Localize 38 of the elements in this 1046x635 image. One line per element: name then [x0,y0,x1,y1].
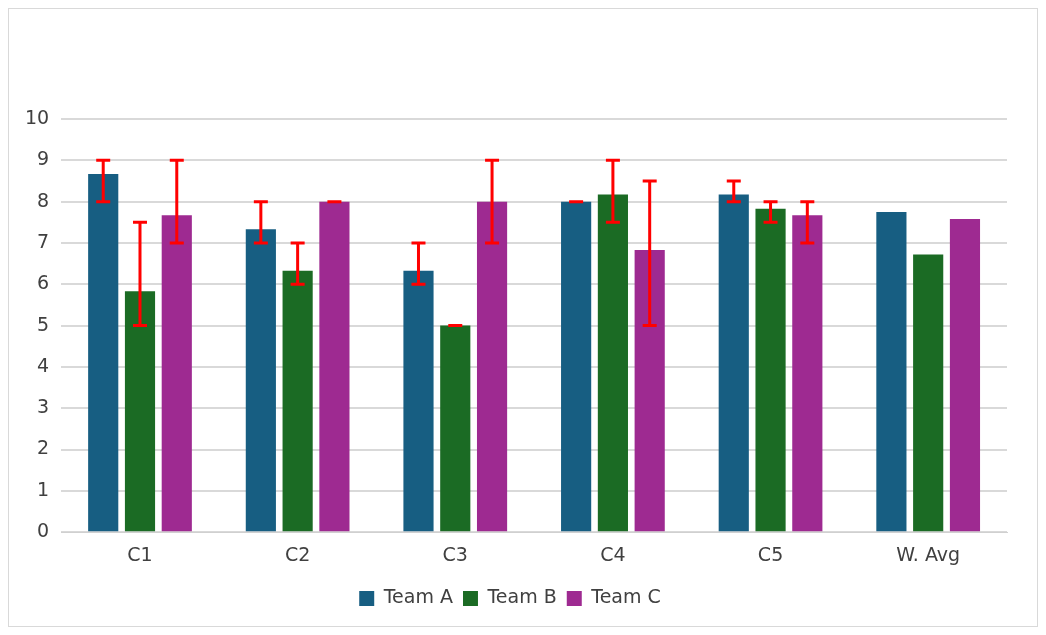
bar [245,229,276,532]
bar [597,194,628,532]
legend-label: Team B [486,585,557,608]
bar [476,201,508,532]
y-tick-label: 7 [37,229,50,252]
y-tick-label: 0 [37,519,50,542]
x-tick-label: C4 [600,542,626,565]
bar [876,211,907,532]
x-tick-label: C2 [284,542,311,565]
y-tick-label: 5 [37,312,50,335]
legend-label: Team C [590,585,661,608]
y-tick-label: 1 [37,477,50,500]
bar [949,218,981,532]
y-tick-label: 2 [37,436,50,459]
y-tick-label: 9 [37,147,50,170]
y-tick-label: 6 [37,271,50,294]
bar [718,194,749,532]
bar [124,291,156,532]
bar [792,215,823,532]
bar [319,201,350,532]
bar [634,249,665,532]
bar [282,270,313,532]
bar [913,254,944,532]
y-tick-label: 4 [37,353,50,376]
y-tick-label: 10 [24,105,50,128]
x-tick-label: C3 [442,542,468,565]
x-tick-label: C5 [757,542,784,565]
y-tick-label: 8 [37,188,50,211]
y-tick-label: 3 [37,395,50,418]
bar [403,270,434,532]
x-tick-label: W. Avg [896,542,961,565]
bar [88,173,119,532]
bar [755,208,786,532]
bar [561,201,592,532]
x-tick-label: C1 [127,542,153,565]
legend-label: Team A [382,585,453,608]
bar [440,325,471,532]
bar [161,215,192,532]
